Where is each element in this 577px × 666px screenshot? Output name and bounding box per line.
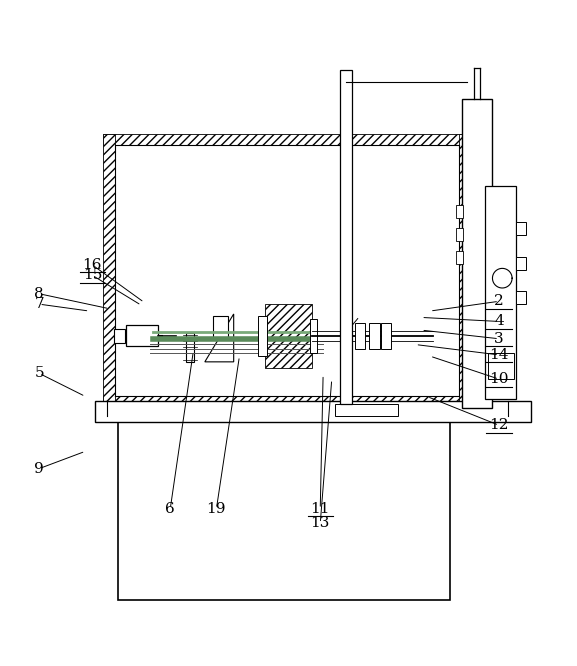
Text: 12: 12 [489, 418, 509, 432]
Text: 4: 4 [494, 314, 504, 328]
Bar [462, 99, 492, 408]
Text: 8: 8 [35, 287, 44, 301]
Bar [310, 318, 317, 353]
Text: 5: 5 [35, 366, 44, 380]
Bar [459, 134, 470, 408]
Text: 7: 7 [35, 297, 44, 311]
Bar [258, 316, 267, 356]
Bar [265, 304, 312, 368]
Text: 10: 10 [489, 372, 509, 386]
Bar [340, 71, 352, 404]
Bar [456, 205, 463, 218]
Bar [335, 404, 398, 416]
Bar [95, 416, 531, 422]
Bar [118, 417, 450, 599]
Text: 2: 2 [494, 294, 504, 308]
Bar [340, 323, 351, 348]
Text: 13: 13 [310, 516, 330, 530]
Bar [103, 134, 115, 408]
Bar [114, 329, 125, 343]
Bar [516, 292, 526, 304]
Bar [516, 222, 526, 235]
Bar [456, 228, 463, 240]
Bar [456, 251, 463, 264]
Bar [126, 326, 158, 346]
Text: 11: 11 [310, 502, 330, 516]
Bar [381, 323, 391, 348]
Bar [369, 323, 380, 348]
Bar [95, 401, 531, 422]
Bar [488, 353, 514, 379]
Bar [485, 186, 516, 400]
Text: 16: 16 [83, 258, 102, 272]
Text: 6: 6 [166, 502, 175, 516]
Bar [103, 396, 470, 408]
Bar [213, 316, 228, 339]
Text: 19: 19 [207, 502, 226, 516]
Text: 9: 9 [35, 462, 44, 476]
Bar [516, 257, 526, 270]
Bar [186, 333, 194, 362]
Bar [355, 323, 365, 348]
Text: 14: 14 [489, 348, 509, 362]
Text: 3: 3 [494, 332, 504, 346]
Bar [103, 134, 470, 145]
Text: 15: 15 [83, 268, 102, 282]
